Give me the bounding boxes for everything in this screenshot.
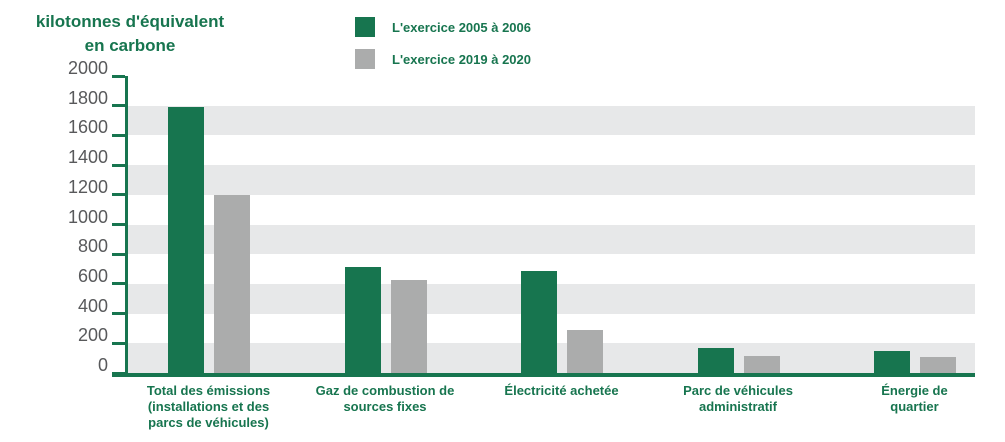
bar-fy2019-2020: [920, 356, 956, 373]
category-label: Gaz de combustion de sources fixes: [315, 383, 455, 414]
y-axis-tick: [112, 341, 125, 345]
legend-label-2005-2006: L'exercice 2005 à 2006: [392, 19, 531, 35]
y-tick-label: 200: [77, 325, 108, 346]
y-axis-tick: [112, 104, 125, 108]
y-tick-label: 1400: [67, 147, 108, 168]
legend-swatch-gray: [355, 49, 375, 69]
bar-fy2005-2006: [521, 270, 557, 373]
grid-band: [128, 224, 975, 255]
y-tick-label: 1200: [67, 176, 108, 197]
y-tick-label: 1800: [67, 87, 108, 108]
y-axis-tick: [112, 193, 125, 197]
legend: L'exercice 2005 à 2006 L'exercice 2019 à…: [355, 17, 531, 81]
category-label: Parc de véhicules administratif: [683, 383, 793, 414]
legend-swatch-green: [355, 17, 375, 37]
bar-fy2019-2020: [743, 355, 780, 373]
y-tick-label: 1600: [67, 117, 108, 138]
category-label: Énergie de quartier: [881, 383, 948, 414]
y-tick-label: 0: [97, 355, 108, 375]
y-axis-tick: [112, 312, 125, 316]
y-axis-tick: [112, 223, 125, 226]
y-axis-tick: [112, 163, 125, 167]
chart-title-line1: kilotonnes d'équivalent: [35, 12, 225, 31]
category-label: Électricité achetée: [504, 383, 619, 398]
grid-band: [128, 165, 975, 195]
bar-fy2019-2020: [567, 329, 603, 373]
grid-band: [128, 105, 975, 136]
y-axis-tick: [112, 133, 125, 137]
y-tick-label: 600: [77, 265, 108, 286]
y-tick-label: 2000: [67, 58, 108, 78]
bar-fy2005-2006: [697, 347, 734, 373]
y-tick-label: 1000: [67, 206, 108, 227]
y-axis-line: [125, 76, 128, 377]
bar-fy2005-2006: [344, 266, 381, 373]
y-axis-tick: [112, 282, 125, 286]
bar-fy2005-2006: [874, 350, 910, 373]
x-axis-line: [112, 373, 975, 377]
legend-label-2019-2020: L'exercice 2019 à 2020: [392, 51, 531, 67]
plot-area: [128, 76, 975, 373]
y-tick-label: 800: [77, 236, 108, 257]
bar-fy2005-2006: [168, 107, 204, 373]
y-tick-label: 400: [77, 295, 108, 316]
legend-item-2005-2006: L'exercice 2005 à 2006: [355, 17, 531, 37]
category-label: Total des émissions (installations et de…: [146, 383, 271, 430]
chart-title-line2: en carbone: [84, 36, 176, 55]
chart-title: kilotonnes d'équivalent en carbone: [15, 10, 245, 58]
bar-fy2019-2020: [390, 280, 427, 373]
y-axis-tick: [112, 252, 125, 256]
legend-item-2019-2020: L'exercice 2019 à 2020: [355, 49, 531, 69]
y-axis-tick: [112, 371, 125, 375]
y-axis-tick: [112, 74, 125, 78]
bar-fy2019-2020: [214, 194, 250, 373]
